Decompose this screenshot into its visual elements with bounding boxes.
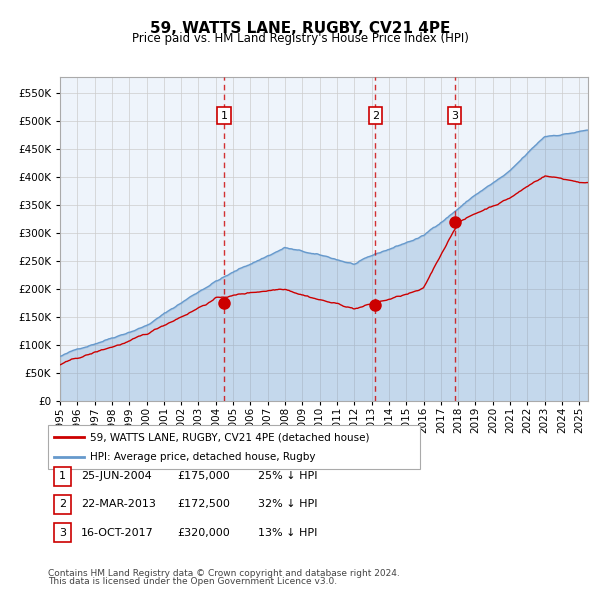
Text: 3: 3 <box>451 111 458 120</box>
Text: £175,000: £175,000 <box>177 471 230 481</box>
Text: 3: 3 <box>59 528 66 537</box>
Text: 59, WATTS LANE, RUGBY, CV21 4PE: 59, WATTS LANE, RUGBY, CV21 4PE <box>150 21 450 35</box>
Text: 59, WATTS LANE, RUGBY, CV21 4PE (detached house): 59, WATTS LANE, RUGBY, CV21 4PE (detache… <box>90 432 370 442</box>
Text: 1: 1 <box>59 471 66 481</box>
Text: 2: 2 <box>59 500 66 509</box>
Text: 25-JUN-2004: 25-JUN-2004 <box>81 471 152 481</box>
Text: £172,500: £172,500 <box>177 500 230 509</box>
Text: 25% ↓ HPI: 25% ↓ HPI <box>258 471 317 481</box>
Text: 22-MAR-2013: 22-MAR-2013 <box>81 500 156 509</box>
Text: This data is licensed under the Open Government Licence v3.0.: This data is licensed under the Open Gov… <box>48 578 337 586</box>
Text: 32% ↓ HPI: 32% ↓ HPI <box>258 500 317 509</box>
Text: 2: 2 <box>372 111 379 120</box>
Text: 13% ↓ HPI: 13% ↓ HPI <box>258 528 317 537</box>
Text: Contains HM Land Registry data © Crown copyright and database right 2024.: Contains HM Land Registry data © Crown c… <box>48 569 400 578</box>
Text: 16-OCT-2017: 16-OCT-2017 <box>81 528 154 537</box>
Text: HPI: Average price, detached house, Rugby: HPI: Average price, detached house, Rugb… <box>90 452 316 461</box>
Text: Price paid vs. HM Land Registry's House Price Index (HPI): Price paid vs. HM Land Registry's House … <box>131 32 469 45</box>
Text: £320,000: £320,000 <box>177 528 230 537</box>
Text: 1: 1 <box>221 111 227 120</box>
